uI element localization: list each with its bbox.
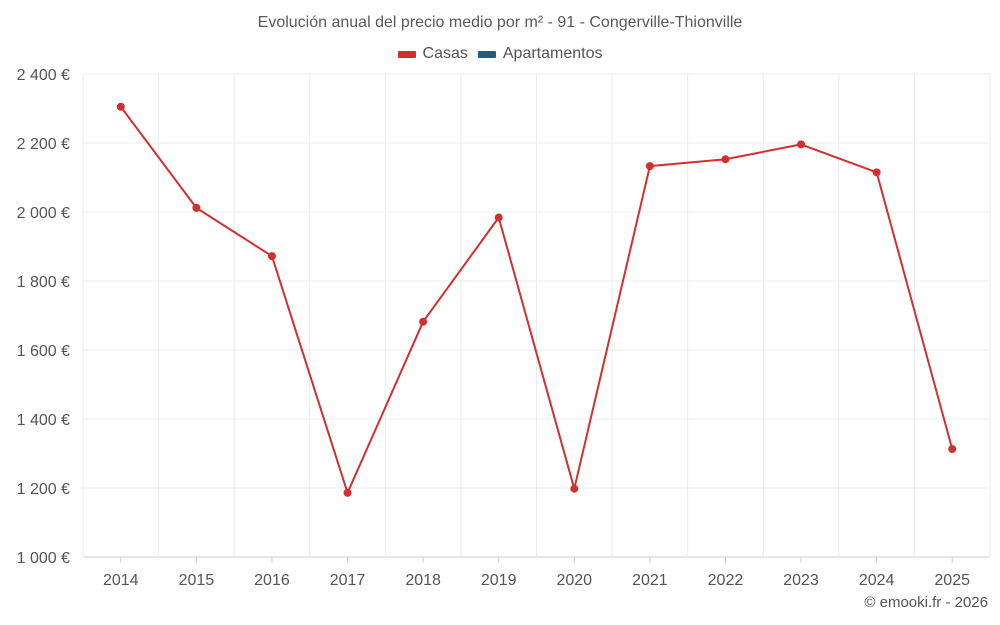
data-point [494, 213, 503, 222]
chart-title: Evolución anual del precio medio por m² … [257, 14, 743, 31]
data-point [948, 445, 957, 454]
data-point [116, 102, 125, 111]
y-tick-label: 2 000 € [17, 205, 70, 222]
y-tick-label: 1 000 € [17, 550, 70, 567]
chart-legend: Casas Apartamentos [0, 45, 1000, 63]
legend-swatch-apartamentos [477, 50, 496, 58]
data-point [343, 488, 352, 497]
x-tick-label: 2020 [556, 572, 592, 589]
x-tick-label: 2022 [708, 572, 744, 589]
y-tick-label: 1 200 € [17, 481, 70, 498]
x-tick-label: 2021 [632, 572, 668, 589]
y-tick-label: 2 200 € [17, 136, 70, 153]
series-line-casas [119, 106, 954, 494]
data-point [872, 168, 881, 177]
legend-label-apartamentos: Apartamentos [502, 45, 603, 62]
y-tick-label: 2 400 € [17, 67, 70, 84]
data-point [570, 484, 579, 493]
y-tick-label: 1 800 € [17, 274, 70, 291]
x-tick-label: 2016 [254, 572, 290, 589]
x-tick-label: 2025 [934, 572, 970, 589]
y-tick-label: 1 400 € [17, 412, 70, 429]
x-tick-label: 2019 [481, 572, 517, 589]
data-point [267, 252, 276, 261]
legend-label-casas: Casas [422, 45, 468, 62]
data-point [419, 317, 428, 326]
copyright-credit: © emooki.fr - 2026 [864, 594, 988, 611]
legend-item-apartamentos[interactable]: Apartamentos [477, 45, 603, 63]
data-point [192, 203, 201, 212]
legend-swatch-casas [397, 50, 416, 58]
legend-item-casas[interactable]: Casas [397, 45, 468, 63]
x-tick-label: 2015 [179, 572, 215, 589]
x-tick-label: 2014 [103, 572, 139, 589]
x-tick-label: 2023 [783, 572, 819, 589]
y-tick-label: 1 600 € [17, 343, 70, 360]
data-point [721, 155, 730, 164]
x-tick-label: 2017 [330, 572, 366, 589]
x-tick-label: 2024 [859, 572, 895, 589]
data-point [645, 162, 654, 171]
data-point [797, 140, 806, 149]
x-tick-label: 2018 [405, 572, 441, 589]
